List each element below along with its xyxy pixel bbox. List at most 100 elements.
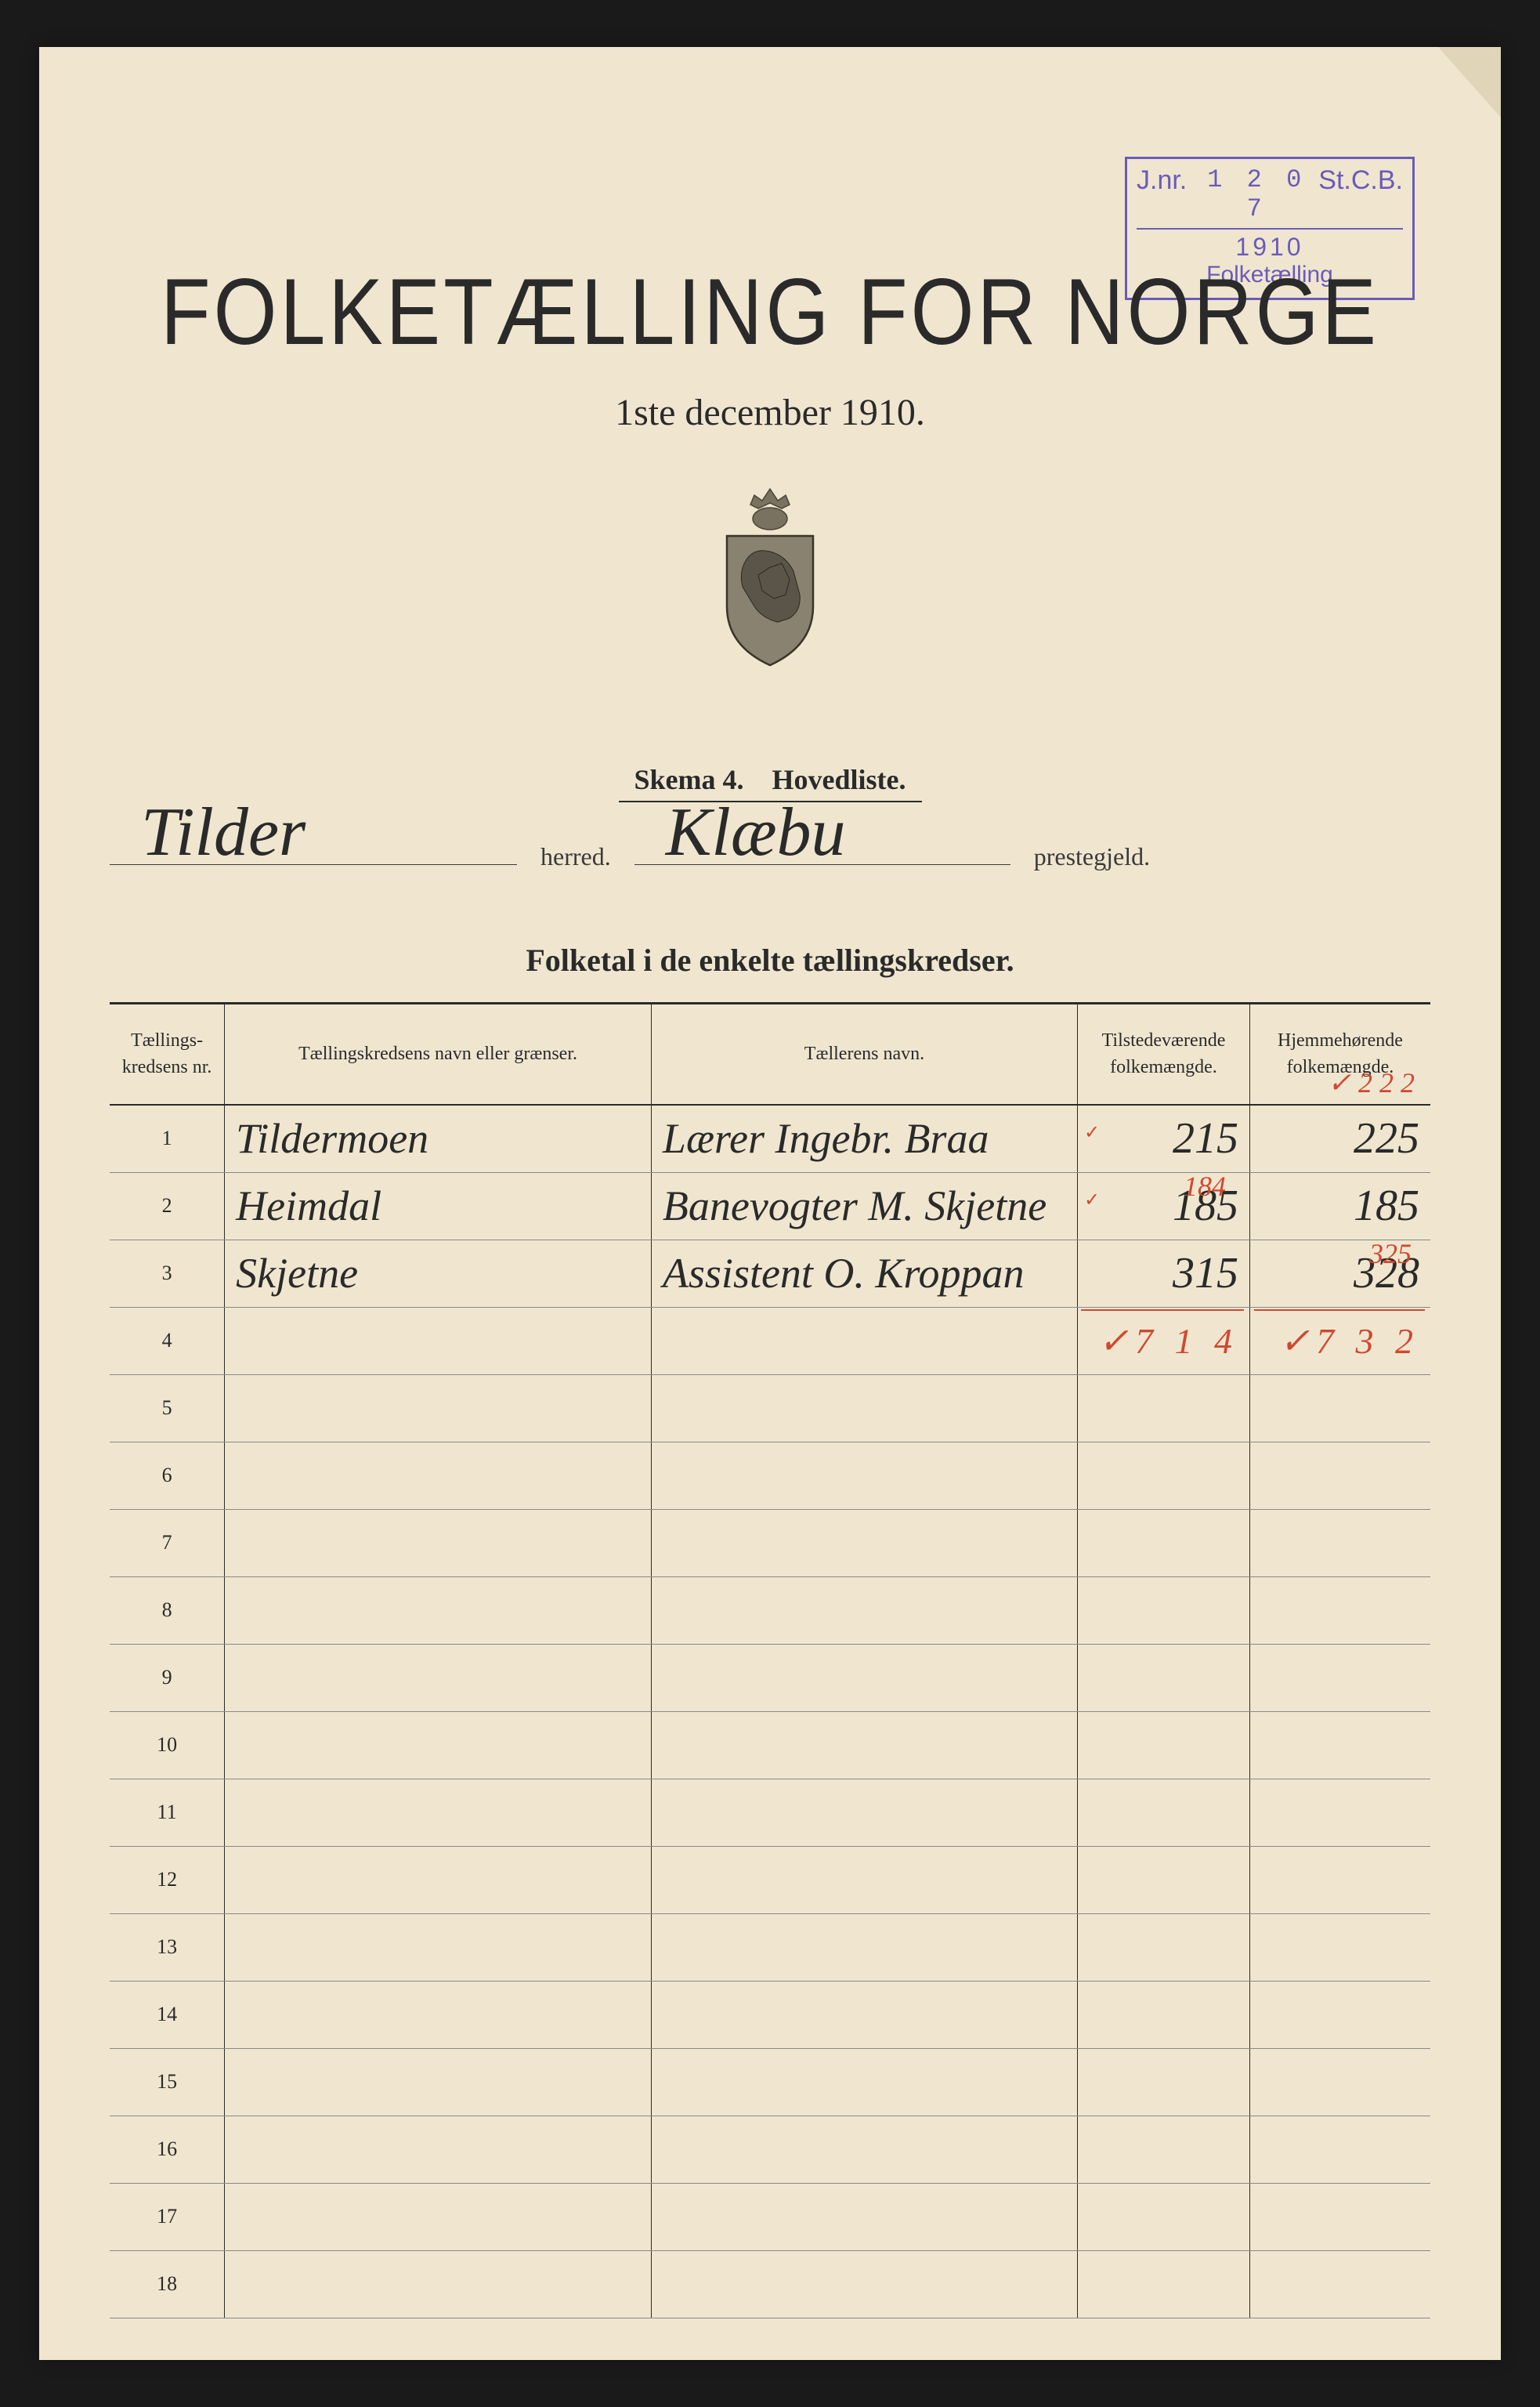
cell-hjemme: ✓7 3 2 [1249,1307,1430,1374]
cell-teller [651,1913,1077,1981]
cell-hjemme [1249,2250,1430,2318]
header-red-annotation: ✓ 2 2 2 [1328,1063,1415,1102]
cell-teller [651,2183,1077,2250]
cell-nr: 18 [110,2250,225,2318]
cell-tilstede [1077,2183,1249,2250]
cell-nr: 6 [110,1442,225,1509]
cell-teller [651,1576,1077,1644]
cell-teller [651,1981,1077,2048]
cell-hjemme: 185 [1249,1172,1430,1240]
document-subtitle: 1ste december 1910. [110,391,1430,434]
table-row: 1TildermoenLærer Ingebr. Braa✓215225 [110,1105,1430,1172]
cell-name [225,1846,652,1913]
cell-name [225,2116,652,2183]
cell-nr: 11 [110,1779,225,1846]
cell-tilstede [1077,1981,1249,2048]
cell-name: Skjetne [225,1240,652,1307]
cell-teller [651,1307,1077,1374]
cell-tilstede [1077,2048,1249,2116]
cell-nr: 17 [110,2183,225,2250]
cell-name [225,1981,652,2048]
table-row: 3SkjetneAssistent O. Kroppan315325328 [110,1240,1430,1307]
cell-nr: 9 [110,1644,225,1711]
document-page: J.nr. 1 2 0 7 St.C.B. 1910 Folketælling … [39,47,1501,2360]
cell-nr: 10 [110,1711,225,1779]
cell-name [225,1711,652,1779]
cell-hjemme [1249,2183,1430,2250]
cell-name [225,1307,652,1374]
cell-tilstede [1077,1913,1249,1981]
table-row: 13 [110,1913,1430,1981]
cell-hjemme [1249,1576,1430,1644]
stamp-stcb: St.C.B. [1318,165,1403,223]
table-row: 16 [110,2116,1430,2183]
table-body: 1TildermoenLærer Ingebr. Braa✓2152252Hei… [110,1105,1430,2318]
cell-teller [651,1779,1077,1846]
cell-tilstede: 315 [1077,1240,1249,1307]
cell-nr: 13 [110,1913,225,1981]
table-row: 15 [110,2048,1430,2116]
cell-teller: Assistent O. Kroppan [651,1240,1077,1307]
stamp-jnr-number: 1 2 0 7 [1195,165,1318,223]
cell-tilstede: ✓7 1 4 [1077,1307,1249,1374]
cell-teller [651,1644,1077,1711]
cell-tilstede [1077,1644,1249,1711]
stamp-jnr-label: J.nr. [1137,165,1187,223]
header-teller: Tællerens navn. [651,1004,1077,1106]
cell-name: Heimdal [225,1172,652,1240]
cell-nr: 5 [110,1374,225,1442]
table-row: 5 [110,1374,1430,1442]
stamp-year: 1910 [1137,230,1403,262]
location-line: Tilder herred. Klæbu prestegjeld. [110,818,1430,871]
cell-hjemme [1249,1711,1430,1779]
table-row: 12 [110,1846,1430,1913]
table-row: 14 [110,1981,1430,2048]
cell-name [225,1644,652,1711]
cell-nr: 15 [110,2048,225,2116]
table-row: 11 [110,1779,1430,1846]
header-name: Tællingskredsens navn eller grænser. [225,1004,652,1106]
prestegjeld-value: Klæbu [666,793,846,872]
cell-tilstede [1077,1779,1249,1846]
cell-name [225,2250,652,2318]
schema-number: Skema 4. [634,764,744,795]
cell-tilstede: ✓184185 [1077,1172,1249,1240]
cell-teller [651,2116,1077,2183]
cell-nr: 8 [110,1576,225,1644]
table-row: 9 [110,1644,1430,1711]
table-row: 4✓7 1 4✓7 3 2 [110,1307,1430,1374]
cell-tilstede [1077,1374,1249,1442]
cell-nr: 16 [110,2116,225,2183]
cell-teller: Banevogter M. Skjetne [651,1172,1077,1240]
cell-hjemme: 225 [1249,1105,1430,1172]
header-tilstede: Tilstedeværende folkemængde. [1077,1004,1249,1106]
cell-nr: 3 [110,1240,225,1307]
cell-name [225,1576,652,1644]
cell-hjemme [1249,1779,1430,1846]
herred-value: Tilder [141,793,305,872]
table-row: 6 [110,1442,1430,1509]
header-nr: Tællings- kredsens nr. [110,1004,225,1106]
cell-name [225,1442,652,1509]
cell-hjemme [1249,2048,1430,2116]
cell-teller: Lærer Ingebr. Braa [651,1105,1077,1172]
cell-hjemme [1249,1442,1430,1509]
page-corner-fold [1438,47,1501,118]
cell-teller [651,1846,1077,1913]
document-title: FOLKETÆLLING FOR NORGE [110,259,1430,367]
cell-name [225,1779,652,1846]
cell-hjemme [1249,1913,1430,1981]
table-header-row: Tællings- kredsens nr. Tællingskredsens … [110,1004,1430,1106]
table-row: 8 [110,1576,1430,1644]
table-row: 17 [110,2183,1430,2250]
cell-nr: 14 [110,1981,225,2048]
cell-nr: 2 [110,1172,225,1240]
cell-teller [651,1374,1077,1442]
cell-hjemme [1249,1509,1430,1576]
table-row: 7 [110,1509,1430,1576]
cell-tilstede: ✓215 [1077,1105,1249,1172]
cell-tilstede [1077,1442,1249,1509]
header-hjemme: Hjemmehørende folkemængde. ✓ 2 2 2 [1249,1004,1430,1106]
herred-label: herred. [540,842,611,871]
cell-hjemme [1249,2116,1430,2183]
